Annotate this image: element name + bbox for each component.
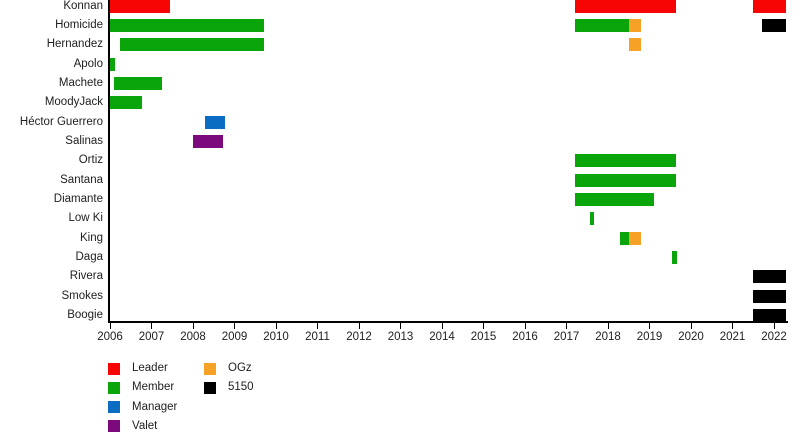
x-tick-label-2012: 2012 bbox=[346, 331, 372, 343]
x-tick-2017 bbox=[566, 323, 567, 329]
x-tick-label-2017: 2017 bbox=[553, 331, 580, 343]
bar-salinas-valet bbox=[193, 134, 223, 148]
y-axis-line bbox=[108, 0, 110, 323]
bar-homicide-member bbox=[110, 18, 264, 32]
bar-konnan-leader bbox=[574, 0, 676, 13]
bar-hernandez-ogz bbox=[628, 38, 642, 52]
bar-moodyjack-member bbox=[110, 96, 143, 110]
x-tick-2012 bbox=[358, 323, 360, 329]
x-tick-label-2014: 2014 bbox=[429, 331, 455, 343]
plot-area: Konnan Homicide Hernandez Apolo Machete Moody… bbox=[19, 0, 788, 343]
x-tick-label-2006: 2006 bbox=[97, 331, 123, 343]
x-tick-label-2020: 2020 bbox=[678, 331, 704, 343]
legend-label-manager: Manager bbox=[132, 400, 178, 413]
bar-konnan-leader bbox=[753, 0, 787, 13]
x-tick-2014 bbox=[441, 323, 443, 329]
row-label-santana: Santana bbox=[60, 173, 103, 186]
x-tick-2016 bbox=[524, 323, 526, 329]
bar-boogie-5150 bbox=[753, 309, 787, 323]
x-tick-2013 bbox=[400, 323, 401, 329]
legend-swatch-valet bbox=[108, 420, 120, 433]
x-tick-2018 bbox=[607, 323, 609, 329]
x-tick-label-2008: 2008 bbox=[180, 331, 206, 343]
bar-ortiz-member bbox=[574, 154, 677, 168]
legend-label-valet: Valet bbox=[132, 419, 158, 432]
bar-homicide-5150 bbox=[761, 18, 787, 32]
bar-daga-member bbox=[671, 251, 677, 265]
legend: Leader Member Manager Valet OGz 5150 bbox=[0, 356, 800, 440]
legend-label-5150: 5150 bbox=[228, 381, 254, 394]
legend-label-leader: Leader bbox=[132, 362, 168, 374]
x-tick-label-2011: 2011 bbox=[305, 331, 330, 343]
row-label-smokes: Smokes bbox=[61, 289, 103, 302]
x-tick-label-2009: 2009 bbox=[221, 331, 248, 343]
legend-label-member: Member bbox=[132, 381, 175, 394]
legend-swatch-ogz bbox=[204, 362, 216, 375]
x-tick-label-2010: 2010 bbox=[263, 331, 289, 343]
legend-swatch-member bbox=[108, 381, 120, 394]
row-label-moodyjack: MoodyJack bbox=[44, 96, 103, 109]
row-label-machete: Machete bbox=[58, 76, 103, 89]
x-tick-2021 bbox=[732, 323, 733, 329]
x-tick-2019 bbox=[649, 323, 650, 329]
row-label-low-ki: Low Ki bbox=[68, 212, 103, 225]
row-label-h-ctor-guerrero: Héctor Guerrero bbox=[19, 115, 103, 128]
row-label-king: King bbox=[79, 231, 103, 244]
row-label-boogie: Boogie bbox=[67, 309, 103, 322]
bar-apolo-member bbox=[110, 57, 116, 71]
bar-smokes-5150 bbox=[753, 289, 787, 303]
row-label-ortiz: Ortiz bbox=[78, 154, 103, 167]
x-tick-label-2021: 2021 bbox=[719, 331, 746, 343]
row-label-daga: Daga bbox=[75, 251, 104, 264]
x-tick-2007 bbox=[151, 323, 152, 329]
bar-santana-member bbox=[574, 173, 677, 187]
x-tick-2008 bbox=[192, 323, 194, 329]
legend-swatch-5150 bbox=[204, 381, 216, 394]
x-tick-2010 bbox=[275, 323, 277, 329]
row-label-hernandez: Hernandez bbox=[46, 38, 103, 51]
x-tick-2015 bbox=[483, 323, 484, 329]
bar-king-member bbox=[620, 231, 629, 245]
x-tick-label-2013: 2013 bbox=[387, 331, 414, 343]
x-tick-label-2019: 2019 bbox=[636, 331, 663, 343]
legend-label-ogz: OGz bbox=[228, 362, 252, 374]
row-label-konnan: Konnan bbox=[63, 0, 103, 12]
bar-low-ki-member bbox=[590, 212, 594, 226]
bar-homicide-member bbox=[574, 18, 629, 32]
bar-homicide-ogz bbox=[628, 18, 642, 32]
bar-machete-member bbox=[114, 76, 162, 90]
bar-konnan-leader bbox=[110, 0, 171, 13]
x-tick-label-2015: 2015 bbox=[470, 331, 497, 343]
x-axis-line bbox=[108, 321, 788, 323]
bar-diamante-member bbox=[574, 193, 654, 206]
bar-hernandez-member bbox=[120, 38, 264, 52]
x-tick-label-2022: 2022 bbox=[761, 331, 787, 343]
row-label-rivera: Rivera bbox=[69, 270, 103, 283]
x-tick-2006 bbox=[109, 323, 111, 329]
legend-swatch-manager bbox=[108, 401, 120, 414]
legend-swatch-leader bbox=[108, 362, 120, 375]
bar-rivera-5150 bbox=[753, 270, 787, 284]
x-tick-2009 bbox=[234, 323, 235, 329]
x-tick-2022 bbox=[773, 323, 775, 329]
row-label-apolo: Apolo bbox=[73, 57, 103, 70]
x-tick-2020 bbox=[690, 323, 692, 329]
row-label-salinas: Salinas bbox=[65, 134, 103, 147]
row-label-diamante: Diamante bbox=[53, 193, 103, 205]
x-tick-label-2018: 2018 bbox=[595, 331, 621, 343]
row-label-homicide: Homicide bbox=[55, 18, 103, 31]
x-tick-label-2016: 2016 bbox=[512, 331, 538, 343]
bar-king-ogz bbox=[628, 231, 642, 245]
bar-h-ctor-guerrero-manager bbox=[205, 115, 225, 129]
x-tick-label-2007: 2007 bbox=[138, 331, 165, 343]
x-tick-2011 bbox=[317, 323, 318, 329]
